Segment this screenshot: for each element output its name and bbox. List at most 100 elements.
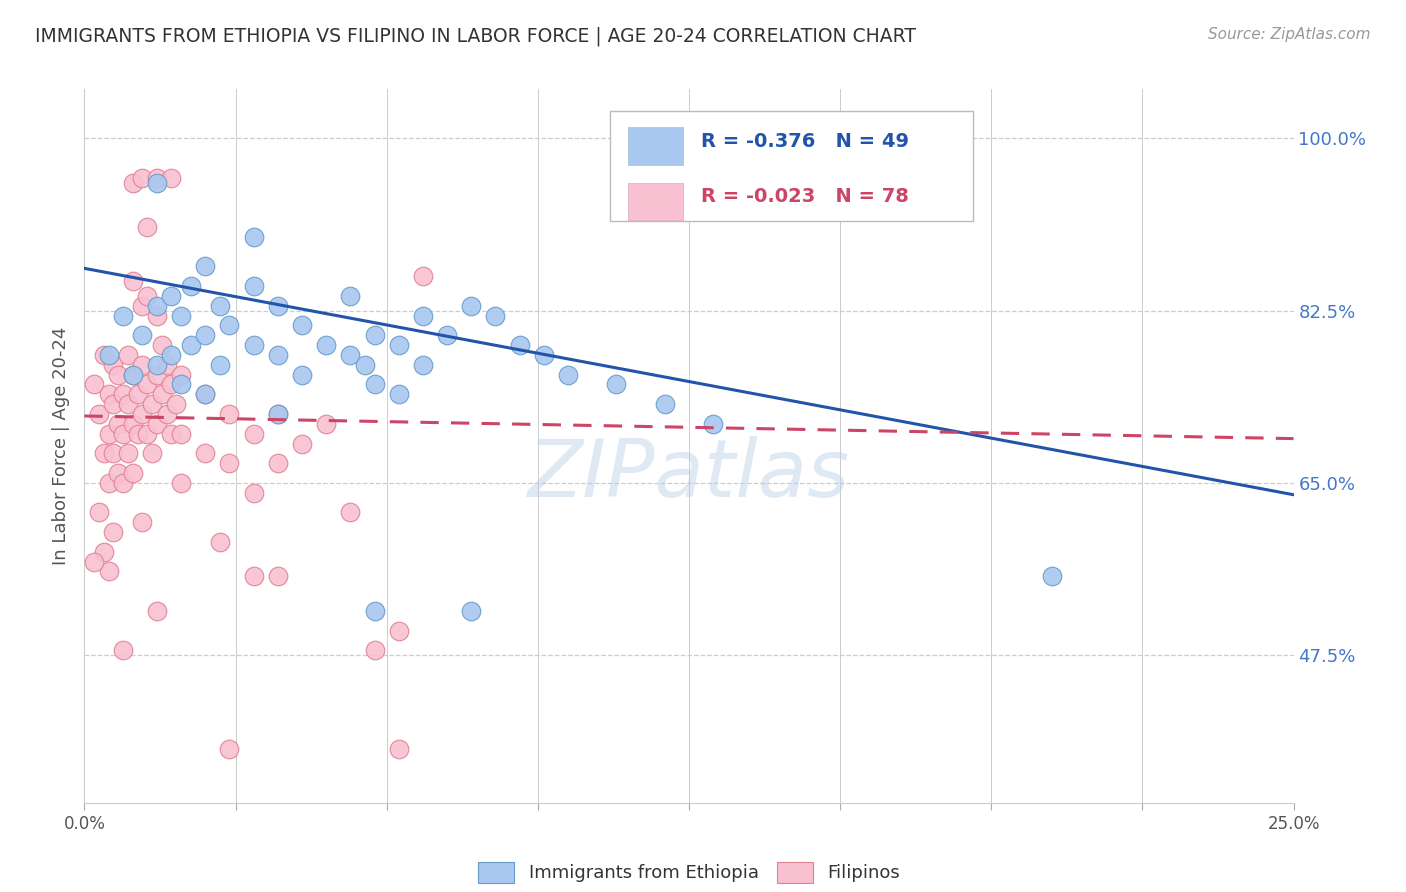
- Point: [242, 485, 264, 500]
- Point: [103, 525, 125, 540]
- Point: [533, 348, 555, 362]
- Point: [121, 417, 143, 431]
- Point: [146, 368, 169, 382]
- Point: [165, 397, 187, 411]
- Point: [107, 417, 129, 431]
- Point: [121, 274, 143, 288]
- Point: [117, 397, 139, 411]
- Text: R = -0.376   N = 49: R = -0.376 N = 49: [702, 131, 910, 151]
- Point: [267, 348, 290, 362]
- Point: [136, 377, 159, 392]
- Point: [509, 338, 531, 352]
- Point: [388, 624, 411, 638]
- Point: [339, 289, 361, 303]
- Point: [702, 417, 724, 431]
- FancyBboxPatch shape: [610, 111, 973, 221]
- Point: [218, 741, 240, 756]
- Legend: Immigrants from Ethiopia, Filipinos: Immigrants from Ethiopia, Filipinos: [471, 855, 907, 890]
- Point: [208, 535, 231, 549]
- Point: [93, 446, 115, 460]
- Point: [363, 377, 385, 392]
- Point: [242, 569, 264, 583]
- Point: [103, 446, 125, 460]
- Point: [97, 475, 120, 490]
- Point: [83, 555, 105, 569]
- Point: [208, 299, 231, 313]
- Text: ZIPatlas: ZIPatlas: [527, 435, 851, 514]
- Point: [103, 358, 125, 372]
- Point: [1040, 569, 1063, 583]
- Point: [131, 328, 153, 343]
- Point: [112, 426, 135, 441]
- Point: [412, 358, 434, 372]
- Point: [155, 407, 177, 421]
- Point: [146, 170, 169, 185]
- Point: [103, 397, 125, 411]
- Point: [218, 456, 240, 470]
- Point: [121, 368, 143, 382]
- Point: [354, 358, 377, 372]
- Point: [150, 387, 173, 401]
- Point: [388, 741, 411, 756]
- Point: [267, 456, 290, 470]
- Point: [146, 358, 169, 372]
- Point: [112, 309, 135, 323]
- Point: [363, 604, 385, 618]
- Point: [97, 426, 120, 441]
- Point: [121, 466, 143, 480]
- Point: [83, 377, 105, 392]
- Point: [97, 348, 120, 362]
- Point: [131, 516, 153, 530]
- Point: [363, 328, 385, 343]
- Point: [136, 219, 159, 234]
- Point: [146, 309, 169, 323]
- Point: [291, 318, 314, 333]
- Point: [127, 426, 149, 441]
- Point: [87, 505, 110, 519]
- Point: [315, 338, 337, 352]
- Point: [654, 397, 676, 411]
- Point: [160, 289, 183, 303]
- Point: [315, 417, 337, 431]
- Point: [605, 377, 627, 392]
- Point: [97, 565, 120, 579]
- Point: [412, 309, 434, 323]
- Point: [267, 407, 290, 421]
- Point: [291, 436, 314, 450]
- FancyBboxPatch shape: [628, 183, 683, 220]
- Point: [136, 426, 159, 441]
- Point: [170, 309, 193, 323]
- Point: [218, 318, 240, 333]
- Point: [107, 466, 129, 480]
- Point: [242, 338, 264, 352]
- Point: [141, 397, 163, 411]
- Point: [160, 426, 183, 441]
- Point: [388, 387, 411, 401]
- Point: [146, 604, 169, 618]
- Point: [180, 279, 202, 293]
- Point: [267, 569, 290, 583]
- Text: Source: ZipAtlas.com: Source: ZipAtlas.com: [1208, 27, 1371, 42]
- Point: [242, 279, 264, 293]
- Point: [388, 338, 411, 352]
- Point: [93, 545, 115, 559]
- Y-axis label: In Labor Force | Age 20-24: In Labor Force | Age 20-24: [52, 326, 70, 566]
- Point: [127, 387, 149, 401]
- Point: [131, 358, 153, 372]
- Point: [436, 328, 458, 343]
- Point: [131, 170, 153, 185]
- Point: [170, 426, 193, 441]
- Point: [291, 368, 314, 382]
- Point: [131, 299, 153, 313]
- FancyBboxPatch shape: [628, 128, 683, 164]
- Point: [460, 604, 482, 618]
- Point: [112, 387, 135, 401]
- Point: [121, 368, 143, 382]
- Point: [339, 505, 361, 519]
- Point: [194, 387, 217, 401]
- Point: [267, 299, 290, 313]
- Point: [97, 387, 120, 401]
- Point: [117, 348, 139, 362]
- Point: [146, 176, 169, 190]
- Point: [170, 475, 193, 490]
